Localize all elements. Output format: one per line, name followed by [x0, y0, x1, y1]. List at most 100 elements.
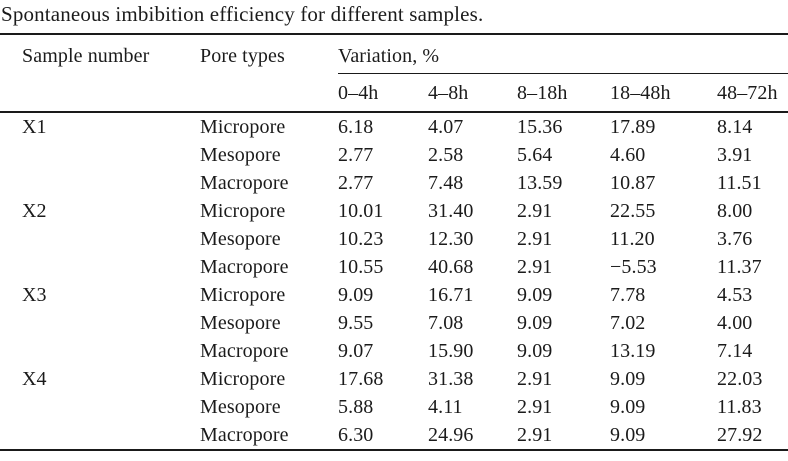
- cell-value: 2.77: [338, 144, 374, 166]
- cell-value: 9.09: [610, 396, 646, 418]
- cell-value: 10.01: [338, 200, 384, 222]
- table-row: X2 Micropore 10.01 31.40 2.91 22.55 8.00: [0, 197, 788, 225]
- cell-value: 9.07: [338, 340, 374, 362]
- cell-sample: X3: [22, 284, 47, 306]
- cell-value: 4.00: [717, 312, 753, 334]
- cell-value: 8.00: [717, 200, 753, 222]
- cell-value: 2.91: [517, 200, 553, 222]
- cell-value: 31.40: [428, 200, 474, 222]
- cell-value: 11.51: [717, 172, 762, 194]
- header-interval-row: 0–4h 4–8h 8–18h 18–48h 48–72h: [0, 73, 788, 113]
- cell-pore-type: Micropore: [200, 284, 286, 306]
- cell-value: 15.90: [428, 340, 474, 362]
- cell-value: 9.09: [610, 421, 717, 451]
- cell-value: −5.53: [610, 256, 657, 278]
- cell-sample: X1: [22, 116, 47, 138]
- header-spacer-sample: [0, 73, 200, 113]
- cell-sample: [0, 169, 200, 197]
- cell-pore-type: Macropore: [200, 340, 289, 362]
- cell-value: 13.19: [610, 340, 656, 362]
- cell-value: 4.53: [717, 284, 753, 306]
- cell-value: 7.14: [717, 340, 753, 362]
- cell-pore-type: Macropore: [200, 421, 338, 451]
- cell-value: 27.92: [717, 421, 788, 451]
- cell-value: 17.89: [610, 116, 656, 138]
- cell-value: 2.58: [428, 144, 464, 166]
- cell-value: 2.77: [338, 172, 374, 194]
- header-spacer-pore: [200, 73, 338, 113]
- col-header-interval-48-72h: 48–72h: [717, 73, 788, 113]
- cell-sample: [0, 309, 200, 337]
- cell-value: 5.64: [517, 144, 553, 166]
- cell-value: 2.91: [517, 396, 553, 418]
- cell-value: 9.09: [517, 312, 553, 334]
- cell-value: 24.96: [428, 421, 517, 451]
- cell-value: 3.91: [717, 144, 753, 166]
- cell-value: 7.78: [610, 284, 646, 306]
- cell-value: 10.23: [338, 228, 384, 250]
- table-row: X3 Micropore 9.09 16.71 9.09 7.78 4.53: [0, 281, 788, 309]
- cell-value: 11.83: [717, 396, 762, 418]
- cell-value: 7.08: [428, 312, 464, 334]
- table-row: X4 Micropore 17.68 31.38 2.91 9.09 22.03: [0, 365, 788, 393]
- cell-value: 8.14: [717, 116, 753, 138]
- table-row: Mesopore 2.77 2.58 5.64 4.60 3.91: [0, 141, 788, 169]
- cell-sample: [0, 225, 200, 253]
- cell-sample: [0, 337, 200, 365]
- header-group-row: Sample number Pore types Variation, %: [0, 34, 788, 74]
- cell-sample: [0, 393, 200, 421]
- cell-value: 13.59: [517, 172, 563, 194]
- cell-value: 5.88: [338, 396, 374, 418]
- col-header-interval-8-18h: 8–18h: [517, 73, 610, 113]
- table-row: Macropore 10.55 40.68 2.91 −5.53 11.37: [0, 253, 788, 281]
- cell-value: 3.76: [717, 228, 753, 250]
- cell-pore-type: Mesopore: [200, 396, 281, 418]
- cell-value: 22.03: [717, 368, 763, 390]
- cell-value: 15.36: [517, 116, 563, 138]
- cell-value: 9.09: [610, 368, 646, 390]
- cell-value: 31.38: [428, 368, 474, 390]
- cell-sample: [0, 253, 200, 281]
- cell-value: 4.07: [428, 116, 464, 138]
- cell-value: 9.09: [517, 284, 553, 306]
- cell-pore-type: Mesopore: [200, 228, 281, 250]
- cell-value: 9.55: [338, 312, 374, 334]
- cell-sample: X4: [22, 368, 47, 390]
- table-row: Mesopore 9.55 7.08 9.09 7.02 4.00: [0, 309, 788, 337]
- cell-value: 9.09: [517, 340, 553, 362]
- cell-pore-type: Mesopore: [200, 144, 281, 166]
- cell-value: 2.91: [517, 228, 553, 250]
- table-row: Macropore 6.30 24.96 2.91 9.09 27.92: [0, 421, 788, 451]
- cell-value: 17.68: [338, 368, 384, 390]
- table-row: Macropore 2.77 7.48 13.59 10.87 11.51: [0, 169, 788, 197]
- cell-value: 12.30: [428, 228, 474, 250]
- table-row: X1 Micropore 6.18 4.07 15.36 17.89 8.14: [0, 112, 788, 141]
- cell-pore-type: Mesopore: [200, 312, 281, 334]
- cell-sample: [0, 421, 200, 451]
- cell-value: 7.02: [610, 312, 646, 334]
- cell-value: 2.91: [517, 368, 553, 390]
- table-row: Macropore 9.07 15.90 9.09 13.19 7.14: [0, 337, 788, 365]
- cell-value: 40.68: [428, 256, 474, 278]
- cell-value: 9.09: [338, 284, 374, 306]
- cell-value: 11.37: [717, 256, 762, 278]
- cell-value: 7.48: [428, 172, 464, 194]
- cell-value: 10.87: [610, 172, 656, 194]
- imbibition-efficiency-table: Sample number Pore types Variation, % 0–…: [0, 33, 788, 451]
- table-row: Mesopore 10.23 12.30 2.91 11.20 3.76: [0, 225, 788, 253]
- cell-value: 16.71: [428, 284, 474, 306]
- cell-pore-type: Micropore: [200, 200, 286, 222]
- col-header-pore-types: Pore types: [200, 45, 285, 67]
- cell-value: 4.11: [428, 396, 463, 418]
- cell-pore-type: Micropore: [200, 368, 286, 390]
- cell-value: 11.20: [610, 228, 655, 250]
- cell-value: 10.55: [338, 256, 384, 278]
- cell-pore-type: Macropore: [200, 256, 289, 278]
- table-caption: Spontaneous imbibition efficiency for di…: [1, 2, 484, 26]
- cell-value: 4.60: [610, 144, 646, 166]
- cell-value: 22.55: [610, 200, 656, 222]
- cell-pore-type: Micropore: [200, 116, 286, 138]
- cell-value: 6.18: [338, 116, 374, 138]
- cell-sample: [0, 141, 200, 169]
